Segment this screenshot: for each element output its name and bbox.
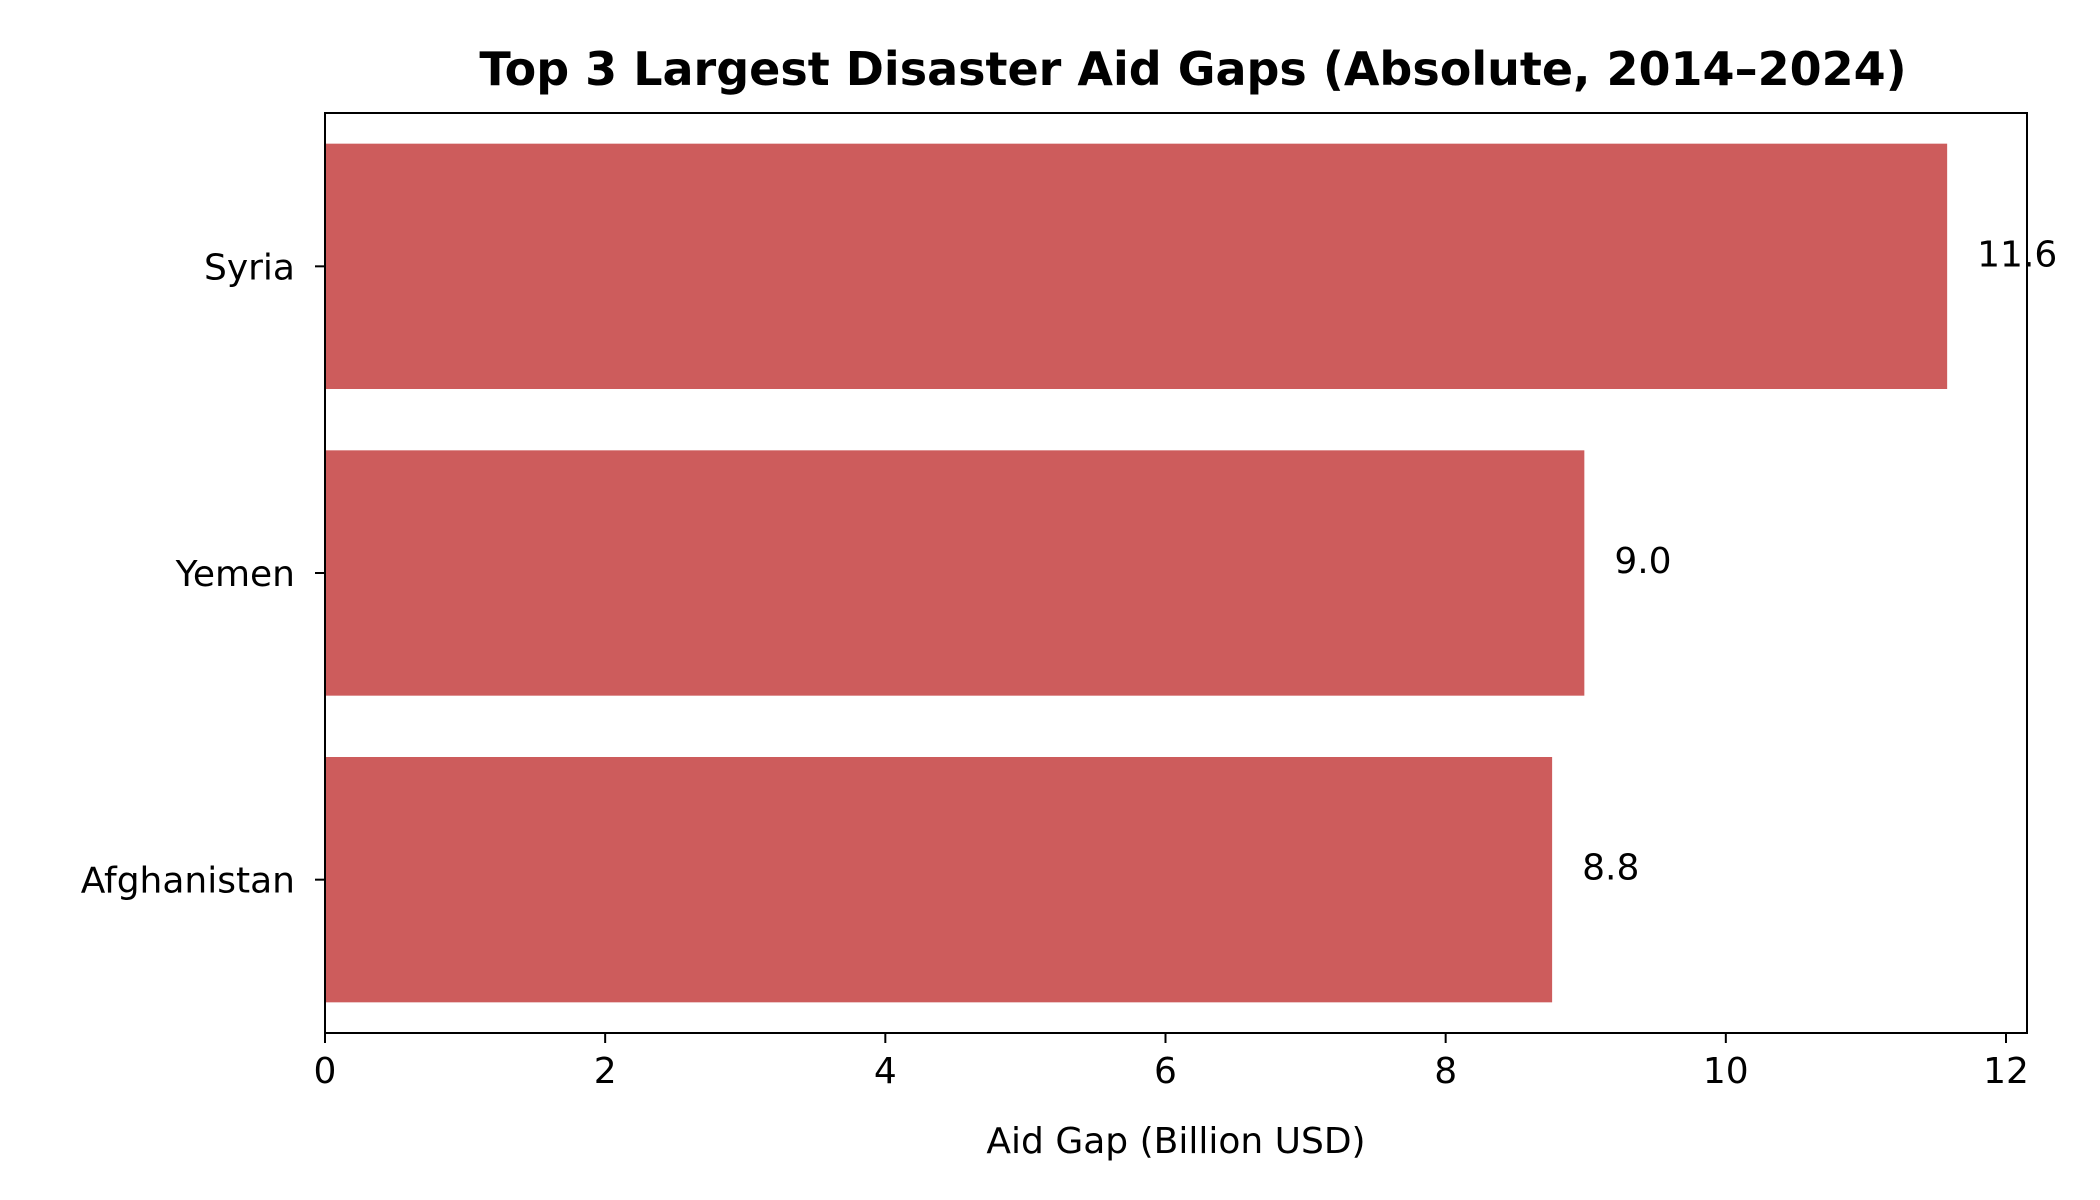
plot-frame bbox=[324, 112, 2028, 1034]
data-label-syria: 11.6 bbox=[1977, 234, 2057, 275]
data-label-afghanistan: 8.8 bbox=[1582, 848, 1639, 889]
x-tick-label-0: 0 bbox=[314, 1051, 337, 1092]
x-tick-label-8: 8 bbox=[1434, 1051, 1457, 1092]
bar-yemen bbox=[325, 450, 1585, 696]
bar-afghanistan bbox=[325, 757, 1553, 1003]
x-tick-label-4: 4 bbox=[874, 1051, 897, 1092]
x-tick-label-2: 2 bbox=[594, 1051, 617, 1092]
plot-area: Syria 11.6 Yemen 9.0 Afghanistan 8.8 0 2 4 6 8 10 12 bbox=[81, 143, 2057, 1092]
x-tick-label-6: 6 bbox=[1154, 1051, 1177, 1092]
bar-syria bbox=[325, 143, 1948, 389]
x-tick-label-10: 10 bbox=[1703, 1051, 1749, 1092]
chart-title: Top 3 Largest Disaster Aid Gaps (Absolut… bbox=[479, 42, 1906, 96]
y-tick-label-syria: Syria bbox=[204, 247, 295, 288]
data-label-yemen: 9.0 bbox=[1614, 541, 1671, 582]
x-axis-label: Aid Gap (Billion USD) bbox=[986, 1121, 1365, 1162]
y-tick-label-afghanistan: Afghanistan bbox=[81, 861, 295, 902]
x-tick-label-12: 12 bbox=[1983, 1051, 2029, 1092]
y-tick-label-yemen: Yemen bbox=[175, 554, 295, 595]
